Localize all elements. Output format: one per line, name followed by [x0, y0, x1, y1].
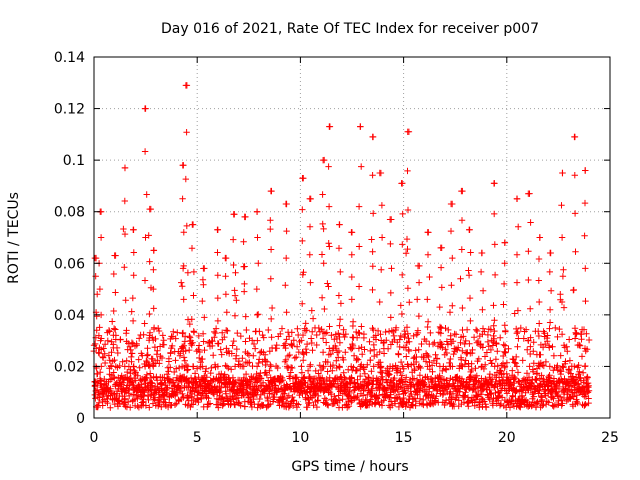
roti-peak-point: [268, 187, 275, 195]
roti-peak-point: [348, 229, 356, 236]
roti-peak-point: [425, 229, 432, 236]
roti-peak-point: [130, 226, 137, 233]
x-axis-label: GPS time / hours: [291, 459, 408, 475]
x-tick-label: 20: [498, 430, 516, 446]
roti-peak-point: [437, 244, 444, 252]
roti-peak-point: [466, 226, 473, 233]
roti-peak-point: [501, 239, 508, 246]
roti-peak-point: [336, 221, 343, 228]
roti-peak-point: [231, 211, 238, 218]
x-axis-ticks: 0 5 10 15 20 25: [90, 57, 619, 446]
roti-peak-point: [142, 105, 149, 112]
roti-peak-point: [241, 213, 248, 221]
roti-peak-point: [146, 205, 153, 213]
roti-peak-point: [369, 133, 376, 141]
y-axis-ticks: 0 0.02 0.04 0.06 0.08 0.1 0.12 0.14: [54, 50, 610, 427]
y-tick-label: 0.08: [54, 205, 85, 221]
y-tick-label: 0: [76, 411, 85, 427]
roti-peak-point: [491, 180, 498, 187]
x-tick-label: 5: [193, 430, 202, 446]
plot-frame: [93, 56, 611, 419]
roti-peak-point: [377, 169, 385, 177]
roti-peak-point: [222, 254, 230, 262]
roti-peak-point: [513, 195, 521, 203]
roti-peak-point: [307, 195, 314, 203]
roti-peak-point: [319, 156, 327, 164]
x-tick-label: 25: [601, 430, 619, 446]
roti-peak-point: [447, 200, 455, 208]
roti-peak-point: [571, 133, 579, 141]
y-tick-label: 0.04: [54, 308, 85, 324]
roti-peak-point: [398, 180, 405, 187]
roti-peak-point: [179, 162, 186, 169]
roti-peak-point: [526, 190, 533, 197]
roti-peak-point: [458, 187, 465, 195]
roti-peak-point: [150, 247, 158, 254]
x-tick-label: 0: [90, 430, 99, 446]
roti-peak-point: [200, 265, 207, 272]
roti-peak-point: [326, 123, 333, 130]
roti-peak-point: [536, 234, 544, 241]
roti-peak-point: [214, 226, 222, 233]
roti-peak-point: [414, 262, 422, 270]
y-tick-label: 0.06: [54, 256, 85, 272]
chart-title: Day 016 of 2021, Rate Of TEC Index for r…: [161, 21, 539, 37]
roti-peak-point: [189, 221, 197, 228]
x-tick-label: 15: [395, 430, 413, 446]
roti-peak-point: [559, 169, 566, 177]
data-points: [90, 82, 593, 411]
roti-peak-point: [404, 128, 411, 135]
roti-peak-point: [357, 123, 364, 130]
roti-peak-point: [111, 252, 118, 259]
y-tick-label: 0.12: [54, 102, 85, 118]
roti-peak-point: [478, 249, 486, 257]
roti-peak-point: [582, 167, 589, 174]
roti-peak-point: [546, 249, 554, 257]
axes: [93, 56, 611, 419]
roti-peak-point: [282, 200, 290, 208]
roti-peak-point: [388, 216, 395, 223]
x-tick-label: 10: [291, 430, 309, 446]
y-tick-label: 0.14: [54, 50, 85, 66]
y-tick-label: 0.02: [54, 359, 85, 375]
roti-peak-point: [121, 164, 129, 172]
roti-peak-point: [299, 174, 306, 182]
y-axis-label: ROTI / TECUs: [6, 192, 22, 284]
roti-peak-point: [253, 208, 261, 215]
roti-peak-point: [183, 82, 191, 89]
y-tick-label: 0.1: [63, 153, 85, 169]
